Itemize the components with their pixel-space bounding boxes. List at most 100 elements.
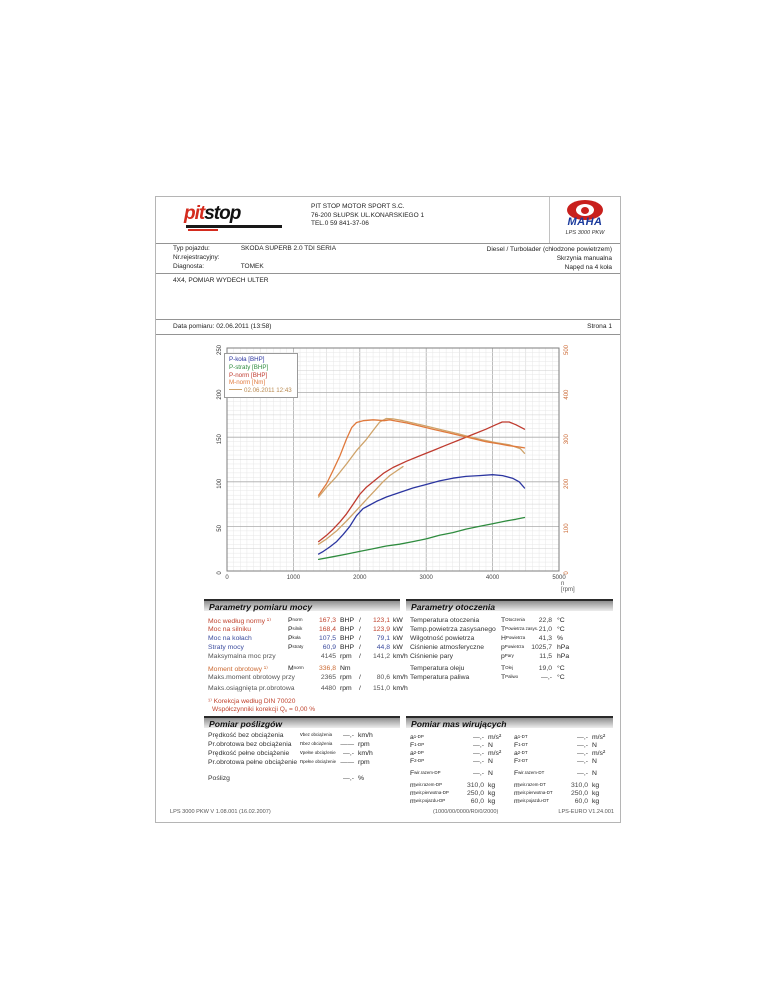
param-row: Maks.moment obrotowy przy 2365 rpm / 80,6 km/…	[204, 674, 464, 683]
value-separator: /	[359, 685, 361, 692]
symbol-subscript: wir.pierwotna-DT	[519, 790, 553, 795]
mass-value: —,-	[577, 734, 588, 741]
ambient-value: 11,5	[539, 653, 552, 660]
section-ambient-title: Parametry otoczenia	[406, 599, 613, 612]
mass-row: F 1-DP —,- N	[406, 742, 614, 751]
symbol: T Paliwo	[501, 674, 519, 681]
param-value-2: 123,1	[372, 617, 390, 624]
ambient-unit: °C	[557, 674, 565, 681]
section-masses-title: Pomiar mas wirujących	[406, 716, 613, 729]
param-unit-2: km/h	[393, 653, 408, 660]
symbol-subscript: 1-DP	[414, 742, 425, 747]
slip-unit: km/h	[358, 732, 373, 739]
symbol: a 1-DP	[410, 734, 424, 741]
mass-value: —,-	[473, 770, 484, 777]
slip-label: Poślizg	[208, 775, 230, 782]
logo-text-pit: pit	[184, 203, 205, 224]
section-ambient-parameters: Parametry otoczenia Temperatura otoczeni…	[406, 599, 616, 716]
symbol-subscript: wir.razem-DT	[519, 782, 546, 787]
param-unit-2: kW	[393, 626, 403, 633]
param-value-2: 44,8	[376, 644, 390, 651]
mass-value: —,-	[577, 770, 588, 777]
ambient-row: Wilgotność powietrza H Powietrza 41,3%	[406, 635, 614, 644]
symbol: F 1-DT	[514, 742, 528, 749]
slip-value: ——	[340, 741, 354, 748]
symbol-subscript: 1-DP	[413, 734, 424, 739]
param-value-2: 79,1	[376, 635, 390, 642]
mass-unit: kg	[488, 798, 496, 805]
mass-row: m wir.pierwotna-DT 250,0 kg	[406, 790, 614, 799]
legend-item: 02.06.2011 12:43	[229, 387, 292, 395]
symbol-subscript: bez obciążenia	[302, 732, 333, 737]
param-unit-2: kW	[393, 635, 403, 642]
mass-value: 250,0	[570, 790, 588, 797]
symbol-subscript: wir.pierwotna-DP	[415, 790, 449, 795]
mass-unit: kg	[592, 790, 600, 797]
ambient-label: Temp.powietrza zasysanego	[410, 626, 496, 633]
symbol-subscript: bez obciążenia	[303, 741, 333, 746]
slip-unit: rpm	[358, 759, 370, 766]
mass-row: a 1-DP —,- m/s²	[406, 734, 614, 743]
ambient-unit: °C	[557, 617, 565, 624]
correction-note: ¹⁾ Korekcja według DIN 70020	[208, 698, 296, 705]
value-separator: /	[359, 674, 361, 681]
param-value-1: 167,3	[318, 617, 336, 624]
symbol-subscript: norm	[293, 665, 304, 670]
ambient-row: Ciśnienie atmosferyczne p Powietrza 1025,7 h…	[406, 644, 614, 653]
report-header: pitstop PIT STOP MOTOR SPORT S.C. 76-200…	[156, 197, 620, 244]
logo-red-accent	[188, 229, 218, 231]
axis-tick-label: 150	[217, 434, 223, 445]
mass-value: —,-	[577, 742, 588, 749]
symbol: F 2-DP	[410, 758, 425, 765]
engine-spec-block: Diesel / Turbolader (chłodzone powietrze…	[487, 246, 612, 272]
mass-row: F 1-DT —,- N	[406, 742, 614, 751]
slip-row: Prędkość pełne obciążenie v pełne obciążen…	[204, 750, 464, 759]
symbol: T Powietrza zasys.	[501, 626, 539, 633]
dyno-chart: 0 1000 2000 3000 4000 5000 0 50 100 150 200 250 0 100…	[217, 344, 575, 593]
mass-value: —,-	[473, 750, 484, 757]
slip-label: Prędkość bez obciążenia	[208, 732, 284, 739]
ambient-unit: °C	[557, 665, 565, 672]
param-label: Maks.osiągnięta pr.obrotowa	[208, 685, 295, 692]
symbol-subscript: Powietrza	[505, 635, 526, 640]
mass-unit: N	[592, 742, 597, 749]
mass-unit: kg	[592, 798, 600, 805]
value-separator: /	[359, 617, 361, 624]
ambient-row: Temperatura oleju T Olej 19,0 °C	[406, 665, 614, 674]
symbol-subscript: Powietrza	[504, 644, 525, 649]
slip-value: ——	[340, 759, 354, 766]
symbol-subscript: Otoczenia	[505, 617, 525, 622]
axis-tick-label: 1000	[287, 575, 301, 581]
axis-tick-label: 5000	[552, 575, 566, 581]
axis-tick-label: 4000	[486, 575, 500, 581]
slip-unit: rpm	[358, 741, 370, 748]
ambient-unit: hPa	[557, 644, 570, 651]
legend-label: P-norm [BHP]	[229, 371, 268, 379]
ambient-value: 21,0	[538, 626, 552, 633]
ambient-label: Temperatura otoczenia	[410, 617, 480, 624]
curve-m-norm	[317, 419, 526, 496]
footer-config-code: (1000/00/0000/R0/0/2000)	[433, 809, 499, 815]
slip-unit: km/h	[358, 750, 373, 757]
axis-tick-label: 100	[564, 523, 570, 534]
mass-row: m wir.pierwotna-DP 250,0 kg	[406, 790, 614, 799]
symbol: n bez obciążenia	[300, 741, 333, 747]
vehicle-info: Typ pojazdu: SKODA SUPERB 2.0 TDI SERIA …	[156, 243, 620, 274]
slip-value: —,-	[343, 775, 354, 782]
mass-unit: m/s²	[592, 734, 606, 741]
company-address: PIT STOP MOTOR SPORT S.C. 76-200 SŁUPSK …	[311, 203, 424, 229]
ambient-value: 1025,7	[531, 644, 552, 651]
mass-unit: m/s²	[488, 734, 502, 741]
mass-unit: m/s²	[592, 750, 606, 757]
axis-tick-label: 200	[564, 478, 570, 489]
param-unit-2: km/h	[393, 685, 408, 692]
mass-value: —,-	[473, 734, 484, 741]
ambient-label: Wilgotność powietrza	[410, 635, 475, 642]
legend-item: M-norm [Nm]	[229, 379, 292, 387]
symbol-subscript: 1-DT	[518, 742, 528, 747]
mass-unit: N	[488, 770, 493, 777]
ambient-label: Temperatura oleju	[410, 665, 465, 672]
axis-tick-label: 250	[217, 344, 223, 355]
